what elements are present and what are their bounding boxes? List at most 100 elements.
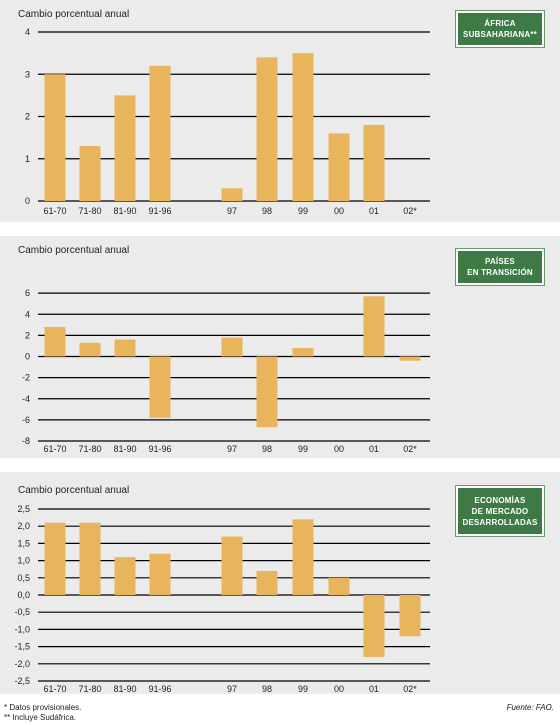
bar <box>363 296 385 357</box>
bar <box>328 577 350 595</box>
x-tick-label: 00 <box>334 684 344 694</box>
y-axis-label: Cambio porcentual anual <box>18 9 130 20</box>
bar <box>149 553 171 595</box>
region-tag-line: SUBSAHARIANA** <box>463 30 537 39</box>
bar <box>363 124 385 201</box>
bar <box>221 337 243 357</box>
y-tick-label: -2,5 <box>14 676 30 686</box>
region-tag: ÁFRICA SUBSAHARIANA** <box>455 10 545 48</box>
bar-chart-developed: -2,5 -2,0 -1,5 -1,0 -0,5 0,0 0,5 1,0 1,5 2,0 2,5 61… <box>14 504 430 694</box>
bar-chart-transition: -8 -6 -4 -2 0 2 4 6 61-70 71-80 81-90 91-96 97 98 99 00… <box>22 288 430 454</box>
y-axis-label: Cambio porcentual anual <box>18 485 130 496</box>
x-tick-label: 81-90 <box>113 684 136 694</box>
y-tick-label: 2 <box>25 330 30 340</box>
x-tick-label: 02* <box>403 206 417 216</box>
x-tick-label: 02* <box>403 444 417 454</box>
y-tick-label: 4 <box>25 27 30 37</box>
x-tick-label: 99 <box>298 206 308 216</box>
region-tag-line: EN TRANSICIÓN <box>467 268 533 277</box>
y-tick-label: 1,5 <box>17 538 30 548</box>
bar <box>256 570 278 595</box>
bar <box>79 146 101 201</box>
bar <box>44 326 66 357</box>
bar <box>149 356 171 418</box>
y-tick-label: 2 <box>25 112 30 122</box>
y-tick-label: -1,5 <box>14 642 30 652</box>
x-tick-label: 97 <box>227 206 237 216</box>
region-tag-line: PAÍSES <box>485 257 515 266</box>
x-tick-label: 91-96 <box>148 684 171 694</box>
bar <box>44 74 66 201</box>
bar <box>256 356 278 428</box>
source-note: Fuente: FAO. <box>506 703 554 712</box>
y-axis-label: Cambio porcentual anual <box>18 245 130 256</box>
x-tick-label: 71-80 <box>78 684 101 694</box>
x-tick-label: 99 <box>298 684 308 694</box>
bar <box>44 522 66 595</box>
bar <box>292 519 314 595</box>
x-tick-label: 02* <box>403 684 417 694</box>
region-tag: PAÍSES EN TRANSICIÓN <box>455 248 545 286</box>
x-tick-label: 00 <box>334 206 344 216</box>
y-tick-label: -1,0 <box>14 624 30 634</box>
chart-panel-transition: Cambio porcentual anual PAÍSES EN TRANSI… <box>0 236 560 458</box>
x-tick-label: 99 <box>298 444 308 454</box>
x-tick-label: 01 <box>369 444 379 454</box>
bar <box>221 536 243 595</box>
x-tick-label: 97 <box>227 444 237 454</box>
bar <box>292 53 314 201</box>
bar <box>114 557 136 595</box>
y-tick-label: -2,0 <box>14 659 30 669</box>
bar <box>114 339 136 357</box>
bar <box>399 595 421 637</box>
bar <box>256 57 278 201</box>
x-tick-label: 98 <box>262 684 272 694</box>
region-tag-line: DE MERCADO <box>471 506 529 516</box>
y-tick-label: 0,0 <box>17 590 30 600</box>
bar <box>399 356 421 361</box>
x-tick-label: 91-96 <box>148 206 171 216</box>
x-tick-label: 71-80 <box>78 444 101 454</box>
bar <box>114 95 136 201</box>
region-tag-line: DESARROLLADAS <box>462 517 538 527</box>
bar <box>292 348 314 357</box>
x-tick-label: 98 <box>262 206 272 216</box>
x-tick-label: 00 <box>334 444 344 454</box>
y-tick-label: 0 <box>25 352 30 362</box>
x-tick-label: 97 <box>227 684 237 694</box>
bar <box>328 133 350 201</box>
bar <box>79 342 101 357</box>
y-tick-label: -4 <box>22 394 30 404</box>
y-tick-label: 1 <box>25 154 30 164</box>
y-tick-label: 2,5 <box>17 504 30 514</box>
chart-panel-africa: Cambio porcentual anual ÁFRICA SUBSAHARI… <box>0 0 560 222</box>
x-tick-label: 61-70 <box>43 444 66 454</box>
bar <box>79 522 101 595</box>
x-tick-label: 01 <box>369 206 379 216</box>
chart-panel-developed: Cambio porcentual anual ECONOMÍAS DE MER… <box>0 472 560 694</box>
y-tick-label: 1,0 <box>17 556 30 566</box>
x-tick-label: 81-90 <box>113 444 136 454</box>
bar <box>363 595 385 657</box>
footnote-includes: ** Incluye Sudáfrica. <box>4 713 77 722</box>
bar <box>221 188 243 201</box>
region-tag-line: ÁFRICA <box>484 19 516 28</box>
x-tick-label: 98 <box>262 444 272 454</box>
y-tick-label: 4 <box>25 309 30 319</box>
y-tick-label: 2,0 <box>17 521 30 531</box>
x-tick-label: 91-96 <box>148 444 171 454</box>
x-tick-label: 61-70 <box>43 684 66 694</box>
y-tick-label: 0,5 <box>17 573 30 583</box>
bar <box>149 65 171 201</box>
y-tick-label: 6 <box>25 288 30 298</box>
region-tag-line: ECONOMÍAS <box>474 495 526 505</box>
x-tick-label: 61-70 <box>43 206 66 216</box>
footnote-provisional: * Datos provisionales. <box>4 703 82 712</box>
y-tick-label: -2 <box>22 373 30 383</box>
region-tag: ECONOMÍAS DE MERCADO DESARROLLADAS <box>455 485 545 537</box>
x-tick-label: 81-90 <box>113 206 136 216</box>
x-tick-label: 01 <box>369 684 379 694</box>
x-tick-label: 71-80 <box>78 206 101 216</box>
y-tick-label: 0 <box>25 196 30 206</box>
